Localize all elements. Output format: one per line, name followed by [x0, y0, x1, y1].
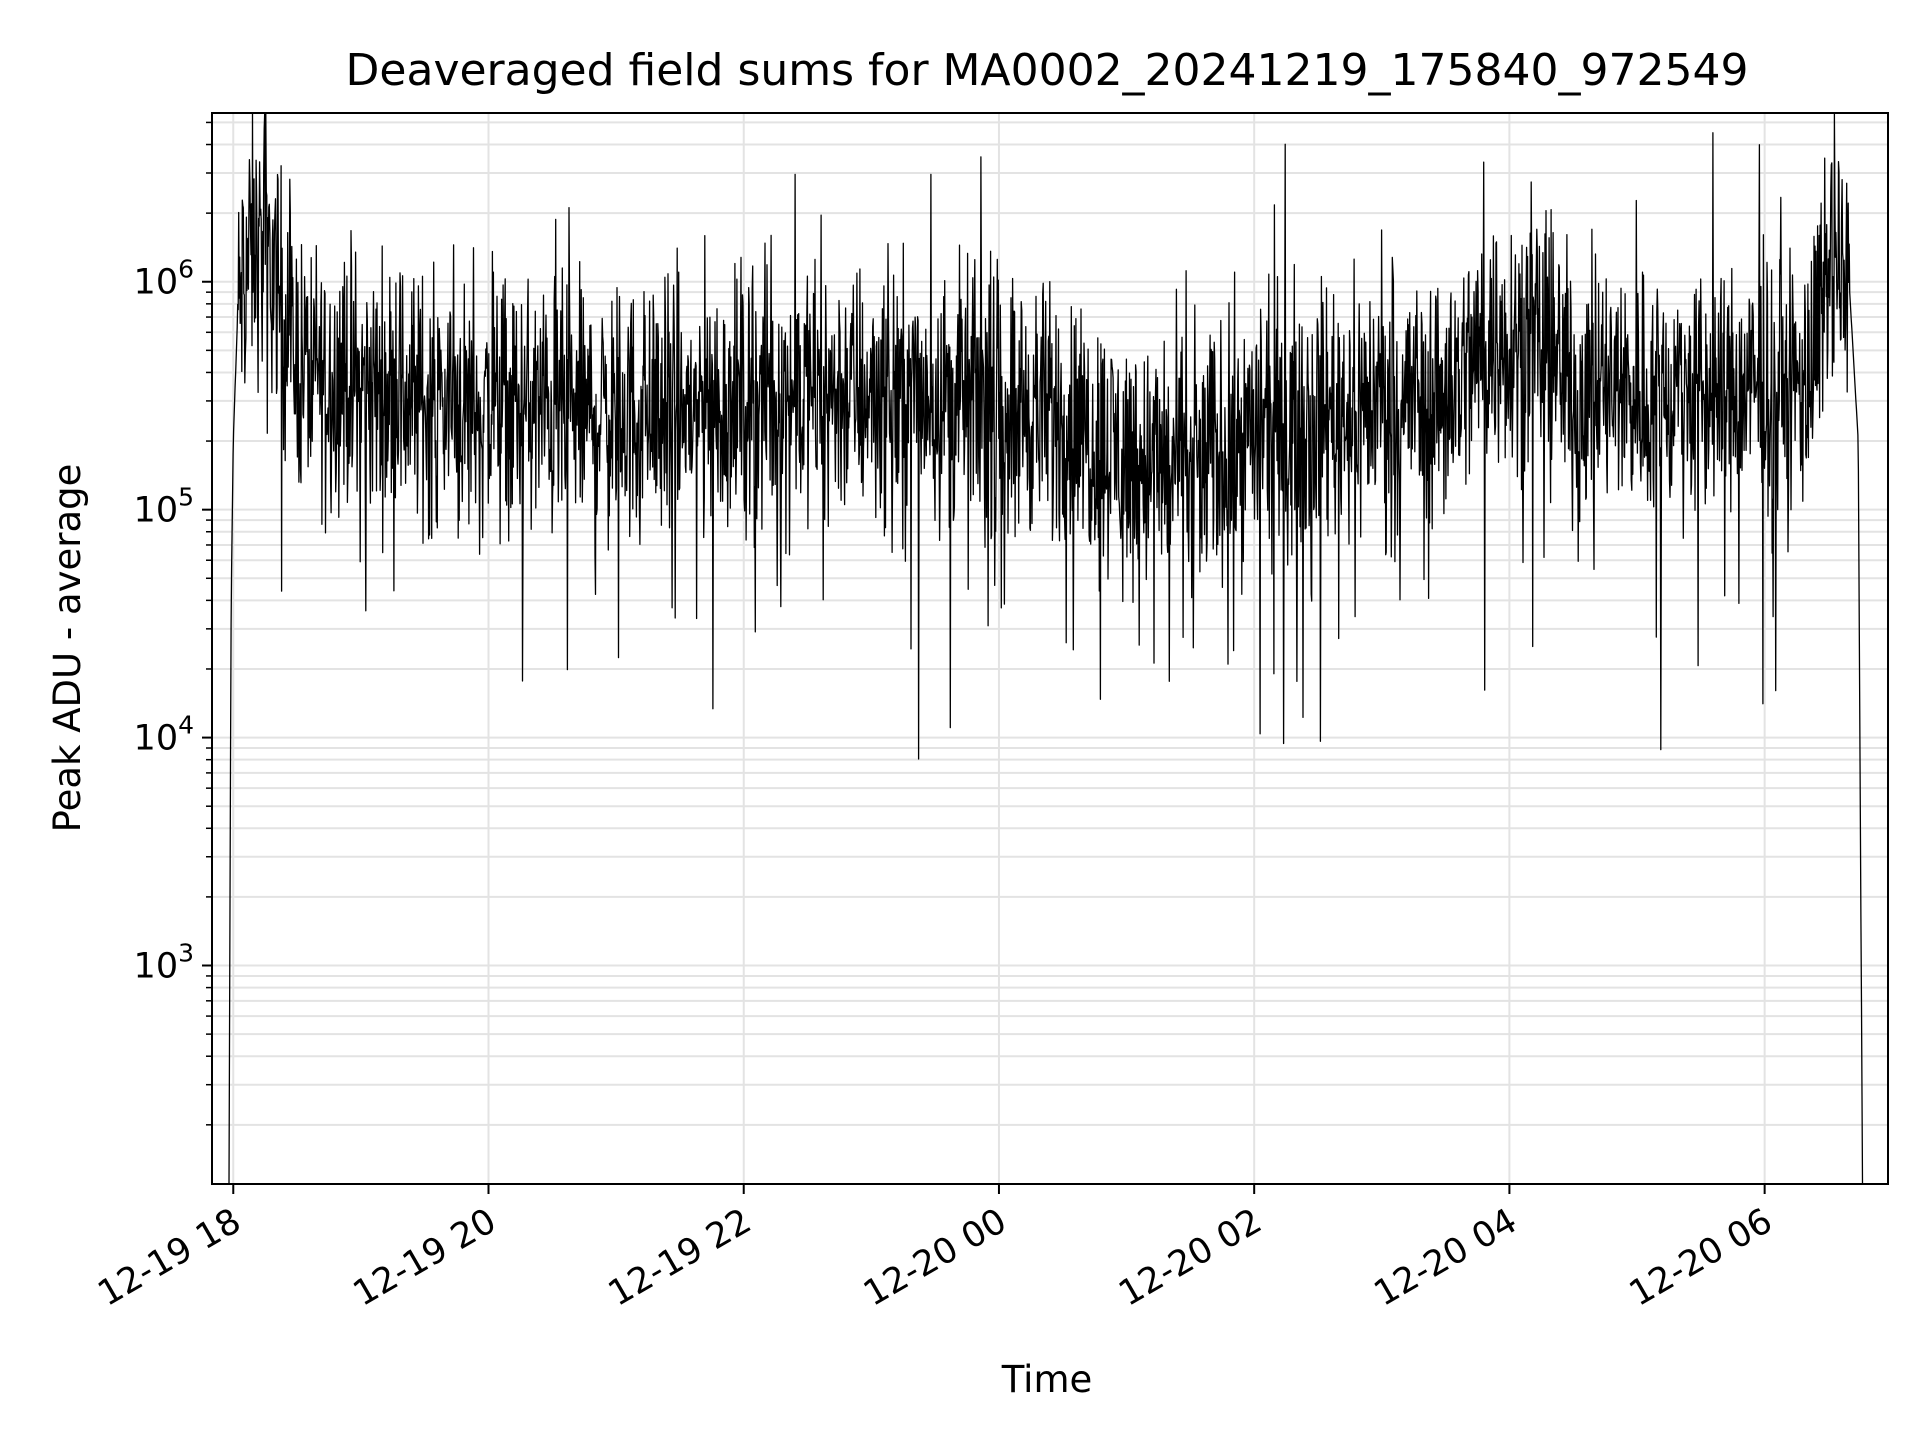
y-tick-label: 103: [134, 939, 194, 987]
plot-frame: [211, 112, 1889, 1185]
y-tick-exponent: 4: [178, 711, 194, 740]
y-tick-label: 106: [134, 255, 194, 303]
series-line: [228, 112, 1864, 1185]
grid: [212, 113, 1888, 1184]
y-tick-label: 105: [134, 483, 194, 531]
y-tick-exponent: 6: [178, 255, 194, 284]
y-tick-base: 10: [134, 263, 179, 303]
y-tick-base: 10: [134, 719, 179, 759]
y-tick-exponent: 5: [178, 483, 194, 512]
y-axis-label: Peak ADU - average: [46, 464, 89, 833]
y-tick-base: 10: [134, 491, 179, 531]
series-layer: [228, 112, 1864, 1185]
y-tick-base: 10: [134, 947, 179, 987]
y-tick-exponent: 3: [178, 939, 194, 968]
chart-title: Deaveraged field sums for MA0002_2024121…: [346, 45, 1749, 96]
y-tick-label: 104: [134, 711, 194, 759]
x-axis-label: Time: [1001, 1358, 1093, 1401]
